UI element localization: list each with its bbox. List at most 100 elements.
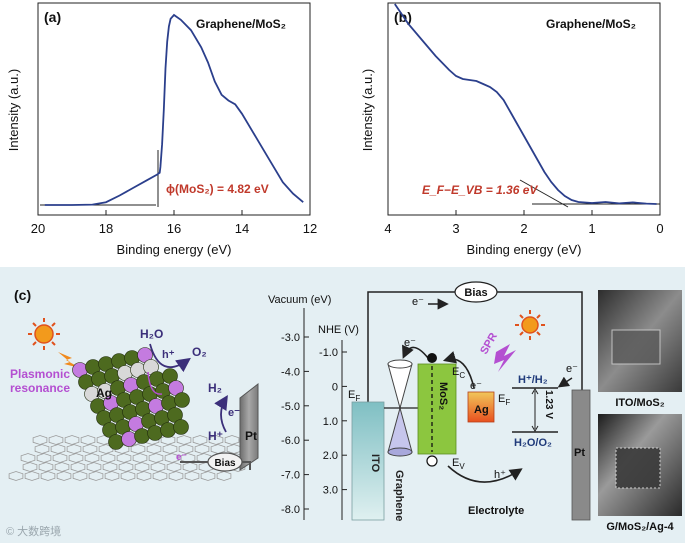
mos2-ag-nanocluster: [72, 347, 190, 450]
voltage-span-arrow-top: [531, 388, 539, 395]
panel-b-spectrum-line: [394, 3, 657, 205]
panel-a-x-tick-label: 18: [99, 221, 113, 236]
vacuum-tick-label: -7.0: [281, 470, 300, 482]
graphene-hexagon: [224, 435, 240, 445]
sun-icon-left: [28, 318, 60, 350]
panel-b-x-tick-label: 2: [520, 221, 527, 236]
graphene-hexagon: [56, 471, 72, 481]
graphene-hexagon: [116, 453, 132, 463]
graphene-hexagon: [50, 444, 66, 454]
graphene-hexagon: [64, 435, 80, 445]
graphene-hexagon: [84, 453, 100, 463]
panel-b-x-tick-label: 4: [384, 221, 391, 236]
graphene-hexagon: [194, 444, 210, 454]
voltage-span-arrow-bottom: [531, 425, 539, 432]
hole-transfer-arrow: [447, 465, 523, 483]
hplus-ion-label: H⁺: [208, 429, 223, 443]
graphene-hexagon: [68, 453, 84, 463]
photo-ito-mos2-film: [611, 329, 661, 365]
nhe-tick-label: 0: [332, 381, 338, 393]
pt-diagram-label: Pt: [574, 447, 585, 459]
plasmon-ring: [147, 371, 163, 395]
graphene-hexagon: [66, 444, 82, 454]
lightning-icon: [58, 352, 80, 368]
panel-a-title: Graphene/MoS₂: [196, 17, 286, 31]
cluster-atom: [173, 419, 189, 435]
panel-b-x-tick-label: 0: [656, 221, 663, 236]
graphene-hexagon: [216, 471, 232, 481]
graphene-hexagon: [152, 471, 168, 481]
graphene-hexagon: [148, 453, 164, 463]
graphene-dirac-cone: [384, 359, 418, 457]
cluster-atom: [160, 422, 176, 438]
graphene-hexagon: [120, 471, 136, 481]
nhe-tick-label: 2.0: [323, 450, 338, 462]
graphene-hexagon: [104, 471, 120, 481]
h2o-o2-label: H₂O/O₂: [514, 437, 552, 449]
graphene-hexagon: [70, 462, 86, 472]
panel-a-x-ticks: 20 18 16 14 12: [31, 210, 317, 236]
graphene-label: Graphene: [393, 470, 405, 521]
graphene-hexagon: [38, 462, 54, 472]
nhe-tick-label: 3.0: [323, 485, 338, 497]
panel-a-x-tick-label: 12: [303, 221, 317, 236]
panel-b-x-ticks: 4 3 2 1 0: [384, 210, 664, 236]
panel-b-title: Graphene/MoS₂: [546, 17, 636, 31]
electron-dot: [427, 353, 437, 363]
cluster-atom: [134, 428, 150, 444]
panel-a-spectrum-line: [44, 13, 304, 206]
h2-label: H₂: [208, 381, 222, 395]
panel-a-x-tick-label: 20: [31, 221, 45, 236]
cluster-atom: [108, 434, 124, 450]
graphene-hexagon: [100, 453, 116, 463]
graphene-hexagon: [162, 444, 178, 454]
pt-electrode-block: [571, 389, 591, 521]
eminus-pt-label: e⁻: [228, 407, 240, 419]
graphene-hexagon: [166, 462, 182, 472]
hole-dot: [426, 455, 438, 467]
ec-label: EC: [452, 366, 465, 380]
circuit-wire-left: [367, 291, 455, 402]
graphene-hexagon: [118, 462, 134, 472]
graphene-hexagon: [54, 462, 70, 472]
bias-illustration-label: Bias: [214, 458, 236, 469]
graphene-hexagon: [176, 435, 192, 445]
vacuum-axis-ticks: -3.0 -4.0 -5.0 -6.0 -7.0 -8.0: [281, 332, 309, 516]
panel-a-x-axis-label: Binding energy (eV): [117, 242, 232, 257]
graphene-hexagon: [130, 444, 146, 454]
hplus-hole-label: h⁺: [162, 349, 175, 361]
vacuum-tick-label: -4.0: [281, 366, 300, 378]
ag-label: Ag: [96, 386, 112, 400]
voltage-label: 1.23 V: [543, 390, 554, 419]
graphene-hexagon: [146, 444, 162, 454]
ito-label: ITO: [369, 454, 381, 473]
graphene-hexagon: [192, 435, 208, 445]
graphene-hexagon: [168, 471, 184, 481]
graphene-hexagon: [72, 471, 88, 481]
graphene-hexagon: [178, 444, 194, 454]
graphene-hexagon: [24, 471, 40, 481]
bias-source-illustration: [207, 452, 243, 472]
electron-right-label: e⁻: [566, 363, 578, 375]
ag-diagram-label: Ag: [474, 404, 489, 416]
eminus-bottom-label: e⁻: [176, 452, 187, 463]
vacuum-axis-label: Vacuum (eV): [268, 294, 331, 306]
graphene-hexagon: [136, 471, 152, 481]
ef-ito-label: EF: [348, 389, 360, 403]
panel-a-x-tick-label: 14: [235, 221, 249, 236]
graphene-hexagon: [150, 462, 166, 472]
spr-lightning-icon: [494, 344, 516, 372]
graphene-hexagon: [40, 471, 56, 481]
panel-b-x-tick-label: 3: [452, 221, 459, 236]
ag-block: [467, 391, 495, 423]
panel-b-x-tick-label: 1: [588, 221, 595, 236]
photo-g-mos2-ag-caption: G/MoS₂/Ag-4: [606, 521, 674, 533]
ag-electron-arrow: [442, 351, 475, 389]
bias-source-diagram: [454, 281, 498, 303]
graphene-hexagon: [52, 453, 68, 463]
panel-c-label: (c): [14, 287, 31, 303]
graphene-hexagon: [32, 435, 48, 445]
panel-a-label: (a): [44, 9, 61, 25]
